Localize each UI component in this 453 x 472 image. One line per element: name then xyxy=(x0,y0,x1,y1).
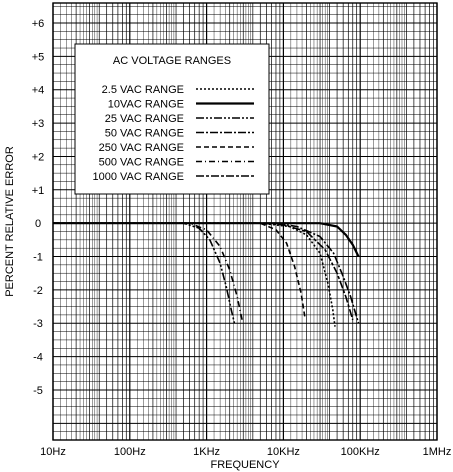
legend-entry-label: 10VAC RANGE xyxy=(108,99,184,111)
legend-title: AC VOLTAGE RANGES xyxy=(113,55,231,67)
x-tick-label: 10Hz xyxy=(40,446,66,458)
x-tick-label: 100Hz xyxy=(114,446,146,458)
y-tick-label: +5 xyxy=(32,51,45,63)
y-axis-label: PERCENT RELATIVE ERROR xyxy=(4,146,16,297)
y-tick-label: +3 xyxy=(32,118,45,130)
x-tick-label: 100KHz xyxy=(341,446,380,458)
series-line xyxy=(53,222,236,324)
y-tick-label: -5 xyxy=(33,385,43,397)
series-lines xyxy=(53,222,360,327)
legend-entry-label: 500 VAC RANGE xyxy=(99,157,184,169)
x-tick-label: 10KHz xyxy=(267,446,300,458)
y-tick-label: -2 xyxy=(33,285,43,297)
legend: AC VOLTAGE RANGES 2.5 VAC RANGE 10VAC RAN… xyxy=(74,43,270,195)
legend-entries: 2.5 VAC RANGE 10VAC RANGE 25 VAC RANGE 50 V… xyxy=(92,84,254,183)
x-tick-label: 1KHz xyxy=(193,446,220,458)
series-line xyxy=(53,222,354,321)
y-tick-label: +2 xyxy=(32,151,45,163)
legend-entry-label: 250 VAC RANGE xyxy=(99,142,184,154)
series-line xyxy=(53,222,360,324)
y-tick-label: +1 xyxy=(32,185,45,197)
x-tick-labels: 10Hz 100Hz 1KHz 10KHz 100KHz 1MHz xyxy=(40,446,451,458)
x-tick-label: 1MHz xyxy=(423,446,452,458)
y-tick-label: +4 xyxy=(32,85,45,97)
grid xyxy=(52,3,438,441)
y-tick-label: 0 xyxy=(35,218,41,230)
y-tick-label: -1 xyxy=(33,252,43,264)
legend-box xyxy=(74,43,270,195)
x-axis-label: FREQUENCY xyxy=(210,459,280,471)
legend-entry-label: 2.5 VAC RANGE xyxy=(102,84,184,96)
y-tick-label: +6 xyxy=(32,18,45,30)
y-tick-labels: +6 +5 +4 +3 +2 +1 0 -1 -2 -3 -4 -5 xyxy=(32,18,45,397)
y-tick-label: -3 xyxy=(33,318,43,330)
legend-entry-label: 50 VAC RANGE xyxy=(105,128,184,140)
plot-frame xyxy=(52,2,438,441)
y-tick-label: -4 xyxy=(33,352,43,364)
legend-entry-label: 1000 VAC RANGE xyxy=(92,171,184,183)
legend-entry-label: 25 VAC RANGE xyxy=(105,113,184,125)
